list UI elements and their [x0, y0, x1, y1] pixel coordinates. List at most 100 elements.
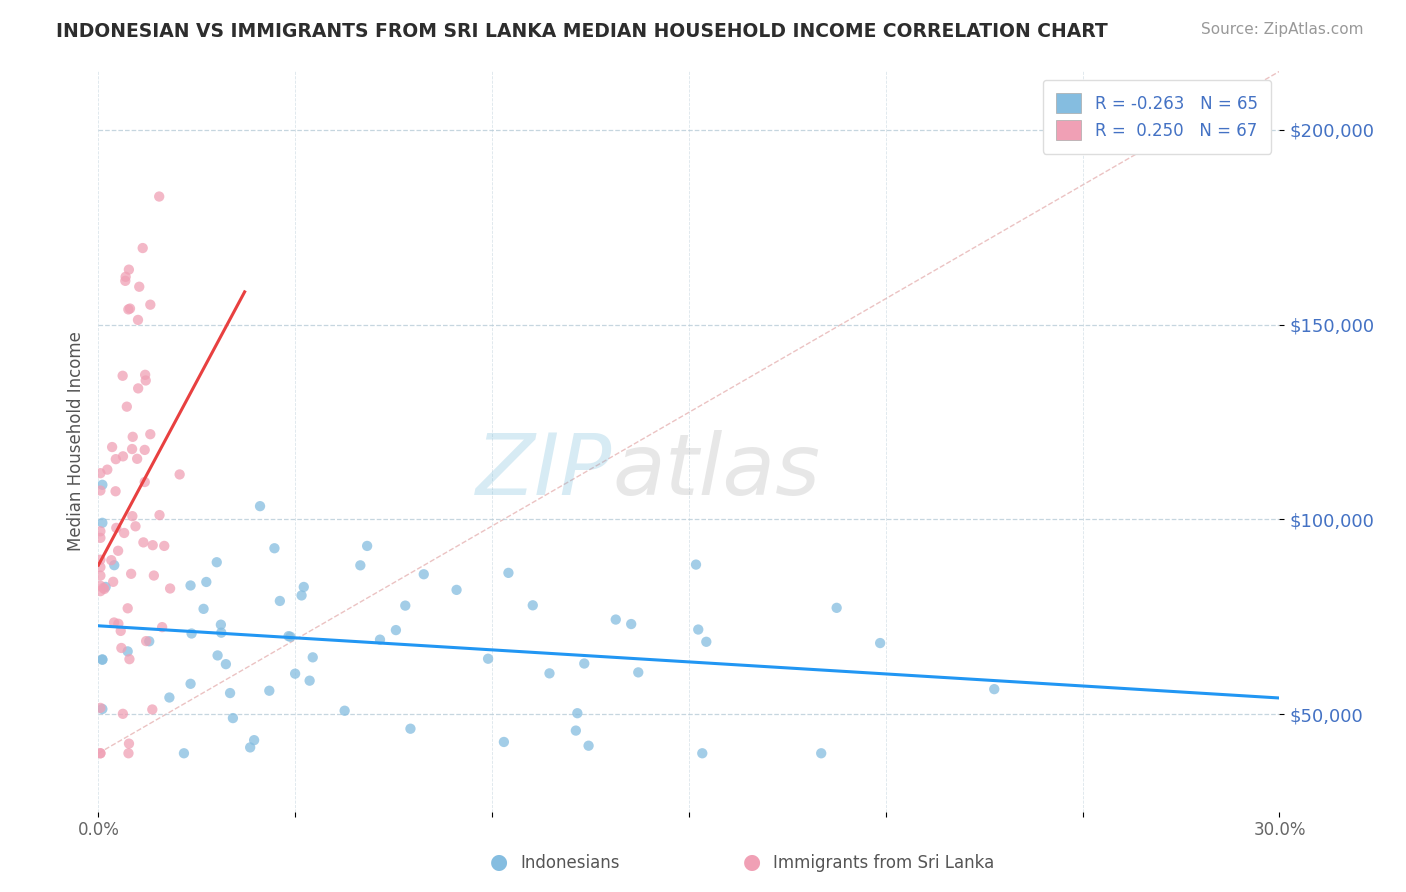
- Point: [96, 463, 118, 477]
- Point: [685, 558, 707, 572]
- Y-axis label: Median Household Income: Median Household Income: [66, 332, 84, 551]
- Point: [810, 746, 832, 760]
- Point: [207, 648, 229, 663]
- Point: [578, 739, 600, 753]
- Point: [89, 568, 111, 582]
- Point: [239, 740, 262, 755]
- Point: [110, 640, 132, 655]
- Point: [117, 302, 139, 317]
- Point: [280, 630, 302, 644]
- Point: [269, 594, 291, 608]
- Point: [139, 427, 162, 442]
- Text: ●: ●: [491, 853, 508, 872]
- Point: [290, 589, 312, 603]
- Point: [111, 706, 134, 721]
- Point: [135, 634, 157, 648]
- Text: INDONESIAN VS IMMIGRANTS FROM SRI LANKA MEDIAN HOUSEHOLD INCOME CORRELATION CHAR: INDONESIAN VS IMMIGRANTS FROM SRI LANKA …: [56, 22, 1108, 41]
- Point: [349, 558, 371, 573]
- Point: [134, 442, 156, 457]
- Point: [111, 450, 134, 464]
- Legend: R = -0.263   N = 65, R =  0.250   N = 67: R = -0.263 N = 65, R = 0.250 N = 67: [1043, 79, 1271, 153]
- Point: [139, 298, 162, 312]
- Point: [89, 483, 111, 498]
- Point: [132, 535, 155, 549]
- Point: [565, 723, 588, 738]
- Point: [153, 539, 176, 553]
- Point: [195, 574, 218, 589]
- Point: [243, 733, 266, 747]
- Point: [150, 620, 173, 634]
- Point: [110, 624, 132, 638]
- Point: [89, 746, 111, 760]
- Point: [101, 440, 124, 454]
- Text: Source: ZipAtlas.com: Source: ZipAtlas.com: [1201, 22, 1364, 37]
- Point: [301, 650, 323, 665]
- Point: [263, 541, 285, 556]
- Point: [91, 653, 114, 667]
- Point: [205, 555, 228, 569]
- Point: [128, 279, 150, 293]
- Point: [356, 539, 378, 553]
- Point: [477, 652, 499, 666]
- Point: [134, 475, 156, 489]
- Point: [173, 746, 195, 760]
- Point: [219, 686, 242, 700]
- Point: [121, 509, 143, 524]
- Point: [89, 701, 111, 715]
- Point: [89, 524, 111, 539]
- Point: [111, 368, 134, 383]
- Point: [249, 499, 271, 513]
- Point: [103, 558, 125, 573]
- Point: [117, 644, 139, 658]
- Point: [118, 301, 141, 316]
- Text: ●: ●: [744, 853, 761, 872]
- Point: [104, 452, 127, 467]
- Point: [538, 666, 561, 681]
- Point: [446, 582, 468, 597]
- Text: atlas: atlas: [612, 430, 820, 513]
- Point: [135, 374, 157, 388]
- Point: [222, 711, 245, 725]
- Point: [193, 602, 215, 616]
- Point: [394, 599, 416, 613]
- Point: [91, 478, 114, 492]
- Point: [89, 560, 111, 574]
- Point: [101, 574, 124, 589]
- Point: [385, 623, 408, 637]
- Point: [89, 531, 111, 545]
- Point: [333, 704, 356, 718]
- Point: [298, 673, 321, 688]
- Point: [103, 615, 125, 630]
- Point: [127, 313, 149, 327]
- Point: [141, 702, 163, 716]
- Point: [118, 652, 141, 666]
- Point: [89, 746, 111, 760]
- Point: [118, 737, 141, 751]
- Point: [574, 657, 596, 671]
- Point: [284, 666, 307, 681]
- Point: [134, 368, 156, 382]
- Point: [209, 617, 232, 632]
- Point: [117, 746, 139, 760]
- Point: [121, 442, 143, 456]
- Point: [292, 580, 315, 594]
- Point: [209, 625, 232, 640]
- Point: [498, 566, 520, 580]
- Point: [492, 735, 515, 749]
- Point: [695, 634, 717, 648]
- Point: [180, 677, 202, 691]
- Point: [91, 702, 114, 716]
- Point: [159, 582, 181, 596]
- Point: [142, 568, 165, 582]
- Point: [688, 623, 710, 637]
- Point: [127, 381, 149, 395]
- Point: [142, 538, 165, 552]
- Point: [121, 430, 143, 444]
- Point: [93, 582, 115, 596]
- Text: ZIP: ZIP: [475, 430, 612, 513]
- Point: [869, 636, 891, 650]
- Point: [259, 683, 281, 698]
- Text: Indonesians: Indonesians: [520, 855, 620, 872]
- Point: [94, 580, 117, 594]
- Point: [138, 634, 160, 648]
